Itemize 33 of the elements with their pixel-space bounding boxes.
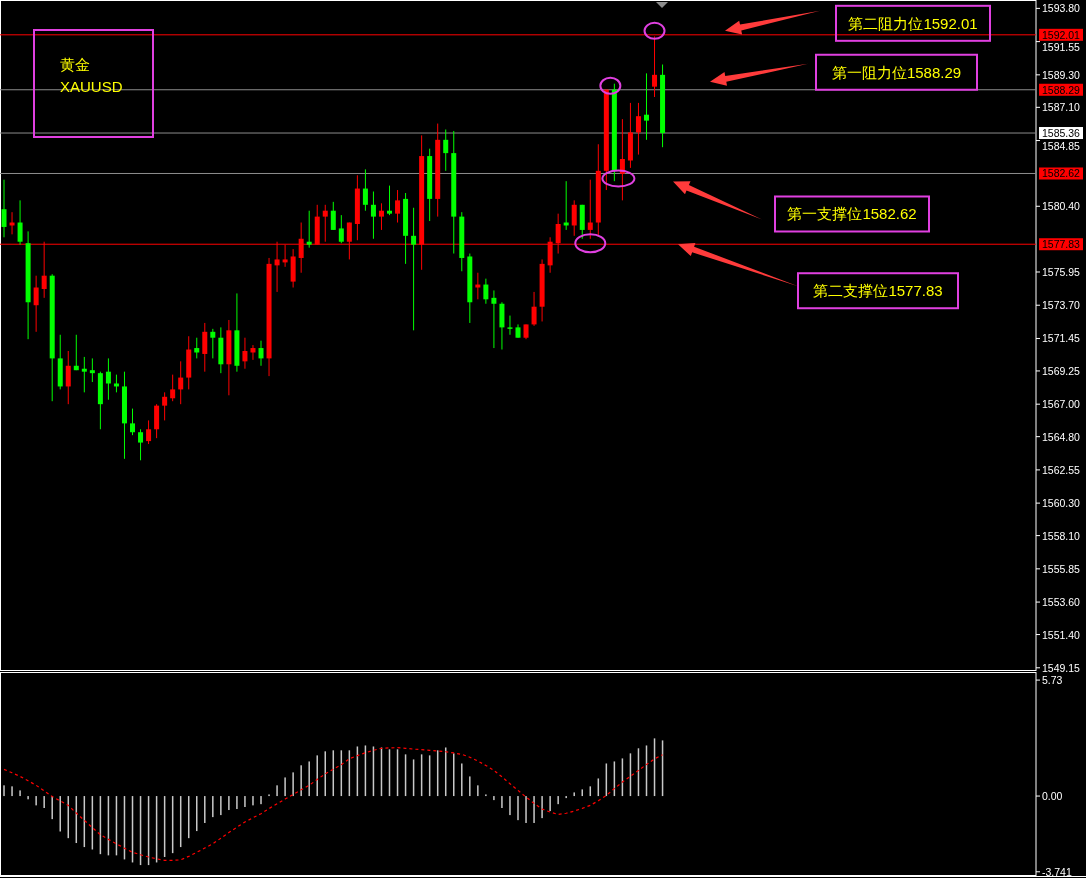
y-tick-label: 1549.15 (1042, 661, 1081, 674)
y-tick-label: 1587.10 (1042, 101, 1081, 114)
annotation: 第二阻力位1592.01 (848, 14, 978, 32)
y-tick-label: 1593.80 (1042, 2, 1081, 15)
y-tick-label: -3.741 (1042, 865, 1072, 878)
annotation: 黄金 (60, 56, 90, 73)
ref-line-label: 1582.62 (1042, 167, 1081, 180)
y-tick-label: 1573.70 (1042, 299, 1081, 312)
y-tick-label: 1553.60 (1042, 596, 1081, 609)
y-tick-label: 1580.40 (1042, 200, 1081, 213)
annotation: 第一阻力位1588.29 (831, 63, 962, 81)
annotation: 第一支撑位1582.62 (787, 205, 917, 223)
y-tick-label: 1551.40 (1042, 628, 1081, 641)
annotation: 第二支撑位1577.83 (813, 282, 943, 300)
ref-line-label: 1588.29 (1042, 83, 1081, 96)
ref-line-label: 1585.36 (1042, 127, 1081, 140)
y-tick-label: 1591.55 (1042, 41, 1081, 54)
y-tick-label: 1569.25 (1042, 364, 1081, 377)
y-tick-label: 1567.00 (1042, 398, 1081, 411)
ref-line-label: 1592.01 (1042, 28, 1081, 41)
y-tick-label: 1584.85 (1042, 139, 1081, 152)
annotation: XAUUSD (60, 78, 123, 95)
y-tick-label: 1558.10 (1042, 529, 1081, 542)
y-tick-label: 0.00 (1042, 790, 1063, 803)
y-tick-label: 5.73 (1042, 674, 1063, 687)
y-tick-label: 1589.30 (1042, 68, 1081, 81)
y-tick-label: 1571.45 (1042, 332, 1081, 345)
y-tick-label: 1555.85 (1042, 562, 1081, 575)
y-tick-label: 1564.80 (1042, 430, 1081, 443)
ref-line-label: 1577.83 (1042, 238, 1081, 251)
y-tick-label: 1575.95 (1042, 266, 1081, 278)
y-tick-label: 1560.30 (1042, 497, 1081, 510)
y-tick-label: 1562.55 (1042, 463, 1081, 476)
